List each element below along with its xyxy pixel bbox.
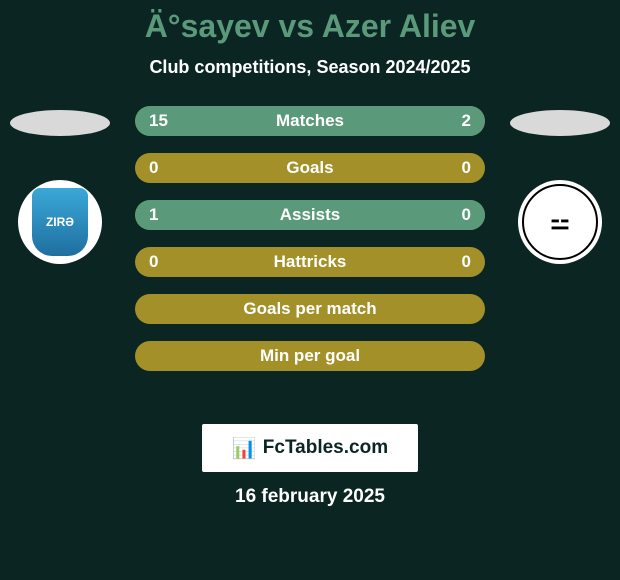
subtitle: Club competitions, Season 2024/2025	[0, 57, 620, 78]
club-badge-left: ZIRƏ	[18, 180, 102, 264]
player-left-column: ZIRƏ	[0, 106, 120, 264]
player-right-silhouette	[510, 110, 610, 136]
stat-label: Assists	[135, 205, 485, 225]
player-right-column: ⚍	[500, 106, 620, 264]
stat-row: Min per goal	[135, 341, 485, 371]
stat-value-right: 2	[462, 111, 471, 131]
stat-label: Hattricks	[135, 252, 485, 272]
comparison-content: ZIRƏ ⚍ Matches152Goals00Assists10Hattric…	[0, 106, 620, 406]
stat-label: Matches	[135, 111, 485, 131]
stat-label: Goals	[135, 158, 485, 178]
footer-brand-badge: 📊 FcTables.com	[202, 424, 418, 472]
footer-brand-text: FcTables.com	[263, 437, 388, 459]
stat-label: Min per goal	[135, 346, 485, 366]
stat-value-left: 1	[149, 205, 158, 225]
stat-value-left: 0	[149, 158, 158, 178]
stat-row: Goals per match	[135, 294, 485, 324]
player-left-silhouette	[10, 110, 110, 136]
club-badge-left-inner: ZIRƏ	[32, 188, 88, 256]
date-label: 16 february 2025	[0, 486, 620, 508]
page-title: Ä°sayev vs Azer Aliev	[0, 0, 620, 45]
stat-row: Goals0 0	[135, 153, 485, 183]
club-badge-right-inner: ⚍	[522, 184, 598, 260]
stat-value-right: 0	[462, 252, 471, 272]
chart-icon: 📊	[232, 436, 257, 461]
stat-row: Assists1 0	[135, 200, 485, 230]
stat-label: Goals per match	[135, 299, 485, 319]
stat-row: Matches15 2	[135, 106, 485, 136]
stat-bars: Matches152Goals00Assists10Hattricks00Goa…	[135, 106, 485, 371]
club-badge-right: ⚍	[518, 180, 602, 264]
stat-value-right: 0	[462, 158, 471, 178]
stat-value-left: 15	[149, 111, 168, 131]
stat-row: Hattricks0 0	[135, 247, 485, 277]
stat-value-left: 0	[149, 252, 158, 272]
stat-value-right: 0	[462, 205, 471, 225]
